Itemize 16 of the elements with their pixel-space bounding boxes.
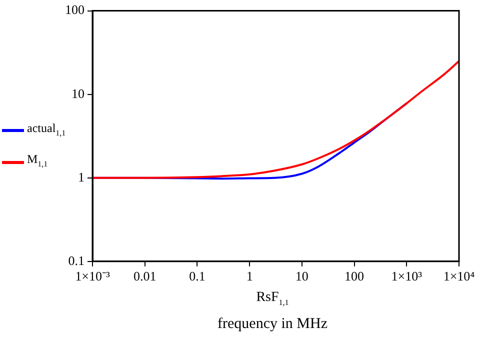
x-axis-title: RsF$_{1,1}$: [255, 290, 290, 307]
y-tick-label: 100: [65, 2, 84, 18]
y-tick-label: 10: [72, 86, 84, 101]
y-tick-label: 0.1: [68, 252, 84, 268]
x-tick-label: 100: [344, 268, 364, 284]
x-tick-label: 0.01: [133, 268, 156, 284]
x-tick-label: 1×10⁴: [443, 268, 476, 284]
legend-label: M$_{1,1}$: [27, 152, 48, 171]
x-tick-label: 1: [246, 268, 253, 284]
x-tick-label: 10: [295, 268, 308, 284]
y-tick-label: 1: [78, 169, 84, 184]
x-tick-label: 1×10⁻³: [75, 268, 110, 284]
x-tick-label: 0.1: [189, 268, 206, 284]
text: frequency in MHz: [216, 316, 328, 333]
x-tick-label: 1×10³: [391, 268, 422, 284]
legend-label: actual$_{1,1}$: [27, 121, 66, 140]
